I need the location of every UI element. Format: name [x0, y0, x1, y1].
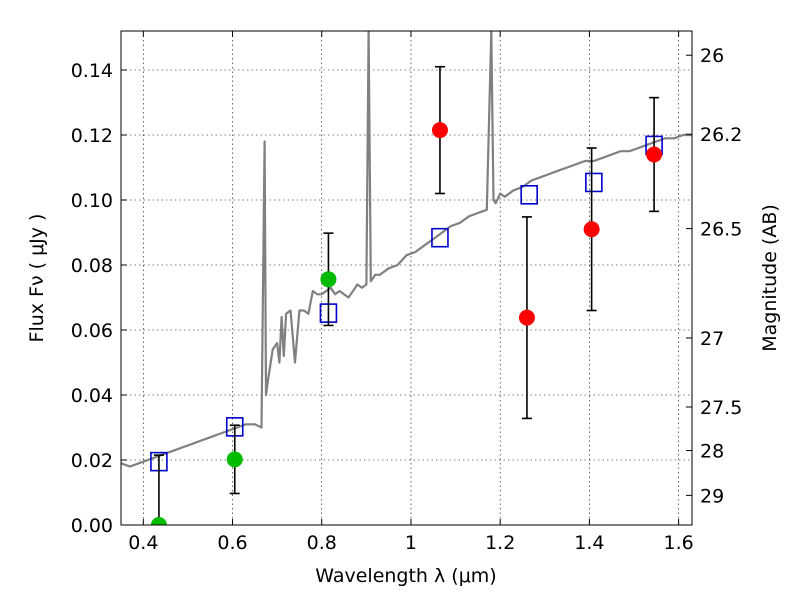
ticks-layer: 0.4 0.6 0.8 1 1.2 1.4 1.6 0.00 0.02 0.04 0.06 0.08 0… [71, 31, 742, 554]
x-tick-label: 0.8 [307, 532, 337, 554]
y-tick-label: 0.10 [71, 190, 113, 212]
y-tick-label: 0.14 [71, 60, 113, 82]
x-tick-label: 0.4 [128, 532, 158, 554]
detection-point [431, 122, 448, 139]
right-tick-label: 26 [700, 45, 724, 67]
plot-frame [120, 30, 693, 526]
x-tick-label: 1.2 [485, 532, 515, 554]
low-sn-point [226, 451, 243, 468]
y-tick-label: 0.02 [71, 450, 113, 472]
detection-point [583, 221, 600, 238]
model-spectrum-layer [121, 31, 692, 468]
y-axis-label: Flux Fν ( μJy ) [26, 214, 48, 343]
right-tick-label: 26.5 [700, 219, 742, 241]
markers-layer [150, 65, 663, 525]
detection-point [646, 146, 663, 163]
y-tick-label: 0.00 [71, 515, 113, 537]
x-tick-label: 0.6 [217, 532, 247, 554]
x-tick-label: 1 [405, 532, 417, 554]
low-sn-point [150, 517, 167, 525]
model-band-marker [431, 227, 449, 248]
right-tick-label: 27 [700, 328, 724, 350]
x-axis-label: Wavelength λ (μm) [315, 565, 496, 587]
model-band-marker [585, 172, 603, 193]
right-tick-label: 28 [700, 441, 724, 463]
right-tick-label: 26.2 [700, 124, 742, 146]
y-tick-label: 0.12 [71, 125, 113, 147]
right-tick-label: 29 [700, 485, 724, 507]
x-tick-label: 1.6 [664, 532, 694, 554]
y-tick-label: 0.08 [71, 255, 113, 277]
x-tick-label: 1.4 [574, 532, 604, 554]
grid-lines [121, 31, 692, 526]
detection-point [518, 309, 535, 326]
y-tick-label: 0.06 [71, 320, 113, 342]
right-axis-label: Magnitude (AB) [759, 204, 781, 352]
y-tick-label: 0.04 [71, 385, 113, 407]
model-band-marker [520, 185, 538, 205]
right-tick-label: 27.5 [700, 397, 742, 419]
low-sn-point [320, 271, 337, 288]
model-spectrum-line [121, 31, 692, 468]
